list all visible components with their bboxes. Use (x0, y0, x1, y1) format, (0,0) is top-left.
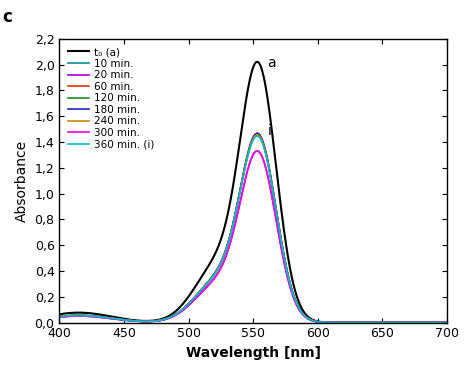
60 min. (227, 233, 233, 238)
240 min. (227, 234, 233, 238)
10 min. (227, 233, 233, 238)
Line: 10 min.: 10 min. (59, 134, 447, 322)
20 min. (366, 320, 372, 325)
120 min. (96, 314, 102, 319)
300 min. (359, 320, 365, 325)
10 min. (359, 320, 365, 325)
240 min. (255, 132, 260, 137)
180 min. (96, 314, 102, 319)
Text: i: i (267, 124, 271, 138)
240 min. (56, 314, 62, 319)
360 min. (i) (227, 234, 233, 239)
t₀ (a) (444, 320, 450, 325)
360 min. (i) (444, 320, 450, 325)
180 min. (213, 269, 219, 273)
20 min. (323, 320, 329, 325)
120 min. (255, 132, 260, 137)
t₀ (a) (213, 249, 219, 254)
Line: 120 min.: 120 min. (59, 135, 447, 322)
Line: 360 min. (i): 360 min. (i) (59, 136, 447, 322)
120 min. (227, 234, 233, 238)
X-axis label: Wavelength [nm]: Wavelength [nm] (186, 346, 321, 360)
180 min. (359, 320, 365, 325)
120 min. (366, 320, 372, 325)
20 min. (444, 320, 450, 325)
Text: a: a (267, 56, 276, 70)
t₀ (a) (227, 200, 233, 204)
60 min. (366, 320, 372, 325)
300 min. (213, 274, 219, 278)
180 min. (323, 320, 329, 325)
300 min. (227, 241, 233, 246)
300 min. (444, 320, 450, 325)
180 min. (255, 131, 260, 136)
120 min. (359, 320, 365, 325)
60 min. (56, 314, 62, 319)
360 min. (i) (213, 270, 219, 274)
20 min. (96, 315, 102, 320)
360 min. (i) (96, 315, 102, 319)
Line: 240 min.: 240 min. (59, 135, 447, 322)
20 min. (213, 274, 219, 278)
120 min. (444, 320, 450, 325)
180 min. (444, 320, 450, 325)
10 min. (444, 320, 450, 325)
Y-axis label: Absorbance: Absorbance (15, 140, 29, 222)
300 min. (96, 315, 102, 320)
360 min. (i) (366, 320, 372, 325)
10 min. (323, 320, 329, 325)
300 min. (56, 315, 62, 320)
60 min. (323, 320, 329, 325)
10 min. (366, 320, 372, 325)
300 min. (323, 320, 329, 325)
10 min. (255, 131, 260, 136)
240 min. (323, 320, 329, 325)
360 min. (i) (323, 320, 329, 325)
20 min. (255, 149, 260, 153)
360 min. (i) (359, 320, 365, 325)
60 min. (96, 314, 102, 319)
240 min. (359, 320, 365, 325)
10 min. (56, 314, 62, 319)
240 min. (96, 314, 102, 319)
t₀ (a) (366, 320, 372, 325)
240 min. (444, 320, 450, 325)
360 min. (i) (255, 134, 260, 138)
10 min. (213, 269, 219, 273)
t₀ (a) (96, 312, 102, 316)
Line: 60 min.: 60 min. (59, 134, 447, 322)
20 min. (56, 315, 62, 320)
Legend: t₀ (a), 10 min., 20 min., 60 min., 120 min., 180 min., 240 min., 300 min., 360 m: t₀ (a), 10 min., 20 min., 60 min., 120 m… (64, 44, 157, 153)
60 min. (255, 131, 260, 136)
Text: c: c (2, 8, 12, 26)
t₀ (a) (255, 60, 260, 64)
180 min. (227, 233, 233, 238)
60 min. (444, 320, 450, 325)
t₀ (a) (359, 320, 365, 325)
Line: t₀ (a): t₀ (a) (59, 62, 447, 322)
Line: 180 min.: 180 min. (59, 134, 447, 322)
120 min. (213, 269, 219, 274)
120 min. (56, 314, 62, 319)
300 min. (255, 149, 260, 153)
60 min. (213, 269, 219, 273)
Line: 300 min.: 300 min. (59, 151, 447, 322)
t₀ (a) (56, 312, 62, 316)
180 min. (56, 314, 62, 319)
Line: 20 min.: 20 min. (59, 151, 447, 322)
20 min. (227, 241, 233, 246)
240 min. (213, 269, 219, 274)
300 min. (366, 320, 372, 325)
10 min. (96, 314, 102, 319)
240 min. (366, 320, 372, 325)
t₀ (a) (323, 320, 329, 325)
60 min. (359, 320, 365, 325)
360 min. (i) (56, 314, 62, 319)
120 min. (323, 320, 329, 325)
180 min. (366, 320, 372, 325)
20 min. (359, 320, 365, 325)
